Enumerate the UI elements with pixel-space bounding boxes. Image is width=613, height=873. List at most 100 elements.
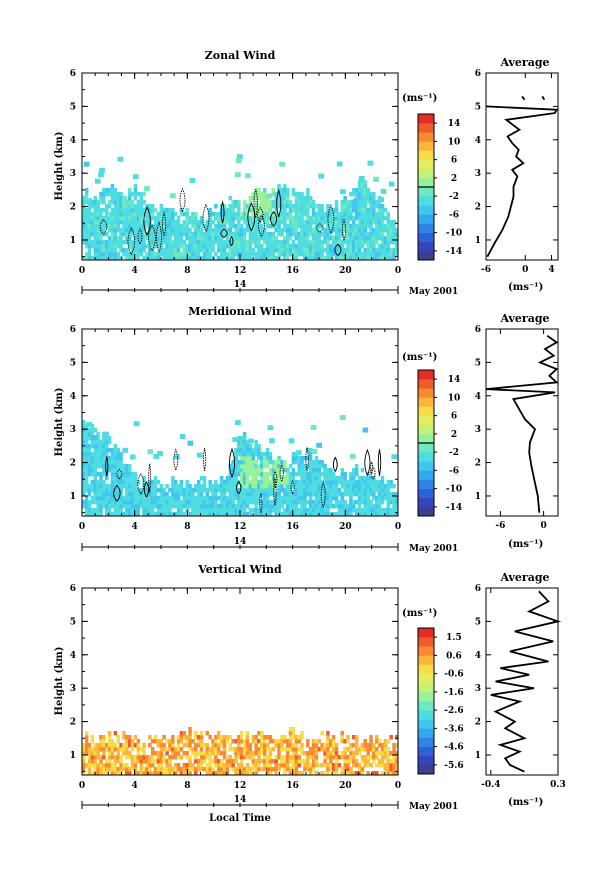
heatmap-cell <box>372 747 376 752</box>
heatmap-cell <box>349 224 353 229</box>
heatmap-cell <box>297 512 301 516</box>
heatmap-cell <box>317 216 322 221</box>
heatmap-cell <box>334 488 339 493</box>
heatmap-cell <box>83 161 90 167</box>
heatmap-cell <box>360 480 365 485</box>
heatmap-cell <box>383 743 388 748</box>
heatmap-cell <box>142 240 146 245</box>
heatmap-cell <box>349 743 353 748</box>
heatmap-cell <box>320 508 324 513</box>
heatmap-cell <box>222 500 227 505</box>
heatmap-cell <box>173 767 178 772</box>
heatmap-cell <box>116 504 120 509</box>
heatmap-cell <box>257 256 261 260</box>
heatmap-cell <box>237 448 241 453</box>
heatmap-cell <box>392 512 396 516</box>
heatmap-cell <box>199 492 204 497</box>
heatmap-cell <box>383 755 388 760</box>
heatmap-cell <box>162 248 166 253</box>
heatmap-cell <box>357 767 362 772</box>
heatmap-cell <box>234 480 238 485</box>
heatmap-cell <box>133 767 138 772</box>
main-title: Meridional Wind <box>188 305 292 318</box>
heatmap-cell <box>392 771 396 775</box>
heatmap-cell <box>196 500 201 505</box>
heatmap-cell <box>231 739 235 744</box>
average-frame <box>485 328 559 517</box>
heatmap-cell <box>337 508 342 513</box>
heatmap-cell <box>260 743 264 748</box>
heatmap-cell <box>337 240 342 245</box>
heatmap-cell <box>274 767 278 772</box>
heatmap-cell <box>202 755 207 760</box>
heatmap-cell <box>316 442 322 448</box>
heatmap-cell <box>346 212 350 217</box>
heatmap-cell <box>271 212 276 217</box>
heatmap-cell <box>211 747 215 752</box>
heatmap-cell <box>171 484 175 489</box>
heatmap-cell <box>194 248 198 253</box>
heatmap-cell <box>105 440 109 445</box>
heatmap-cell <box>265 452 270 457</box>
contour-line <box>228 447 236 478</box>
heatmap-cell <box>119 496 123 501</box>
heatmap-cell <box>228 232 232 237</box>
heatmap-cell <box>257 508 261 513</box>
heatmap-cell <box>130 192 135 197</box>
heatmap-cell <box>329 763 333 768</box>
heatmap-cell <box>331 739 336 744</box>
heatmap-cell <box>136 216 141 221</box>
heatmap-cell <box>254 460 258 465</box>
heatmap-cell <box>303 212 307 217</box>
heatmap-cell <box>383 492 388 497</box>
average-x-tick-label: 0 <box>522 265 528 275</box>
heatmap-cell <box>297 759 301 764</box>
heatmap-cell <box>116 196 120 201</box>
colorbar-tick-label: 14 <box>448 119 461 129</box>
heatmap-cell <box>367 160 374 166</box>
heatmap-cell <box>208 480 212 485</box>
heatmap-cell <box>148 252 152 257</box>
heatmap-cell <box>156 216 161 221</box>
heatmap-cell <box>291 248 296 253</box>
colorbar-tick-label: -3.6 <box>444 724 463 734</box>
heatmap-cell <box>191 232 195 237</box>
heatmap-cell <box>363 763 367 768</box>
heatmap-cell <box>360 759 365 764</box>
heatmap-cell <box>128 200 132 205</box>
heatmap-cell <box>93 204 97 209</box>
colorbar-segment <box>418 123 434 133</box>
heatmap-cell <box>242 228 247 233</box>
heatmap-cell <box>257 496 261 501</box>
colorbar-segment <box>418 646 434 656</box>
heatmap-cell <box>228 224 232 229</box>
heatmap-cell <box>245 244 250 249</box>
heatmap-cell <box>311 252 316 257</box>
heatmap-cell <box>214 240 218 245</box>
heatmap-cell <box>136 244 141 249</box>
heatmap-cell <box>156 508 161 513</box>
heatmap-cell <box>99 200 103 205</box>
heatmap-cell <box>240 460 244 465</box>
colorbar: (ms⁻¹) 1.50.6-0.6-1.6-2.6-3.6-4.6-5.6 <box>402 608 464 775</box>
heatmap-cell <box>168 212 172 217</box>
date-axis: 14 May 2001 <box>81 795 458 812</box>
heatmap-cell <box>395 504 398 509</box>
heatmap-cell <box>214 224 218 229</box>
heatmap-cell <box>139 747 143 752</box>
contour-line <box>316 223 324 233</box>
heatmap-cell <box>182 232 186 237</box>
heatmap-cell <box>87 743 92 748</box>
heatmap-cell <box>248 216 253 221</box>
heatmap-cell <box>84 432 89 437</box>
heatmap-cell <box>395 735 398 740</box>
heatmap-cell <box>245 500 250 505</box>
heatmap-cell <box>245 460 250 465</box>
heatmap-cell <box>308 763 313 768</box>
heatmap-cell <box>217 508 221 513</box>
heatmap-cell <box>268 488 273 493</box>
heatmap-cell <box>156 504 161 509</box>
heatmap-cell <box>87 488 92 493</box>
heatmap-cell <box>311 244 316 249</box>
heatmap-cell <box>340 484 344 489</box>
